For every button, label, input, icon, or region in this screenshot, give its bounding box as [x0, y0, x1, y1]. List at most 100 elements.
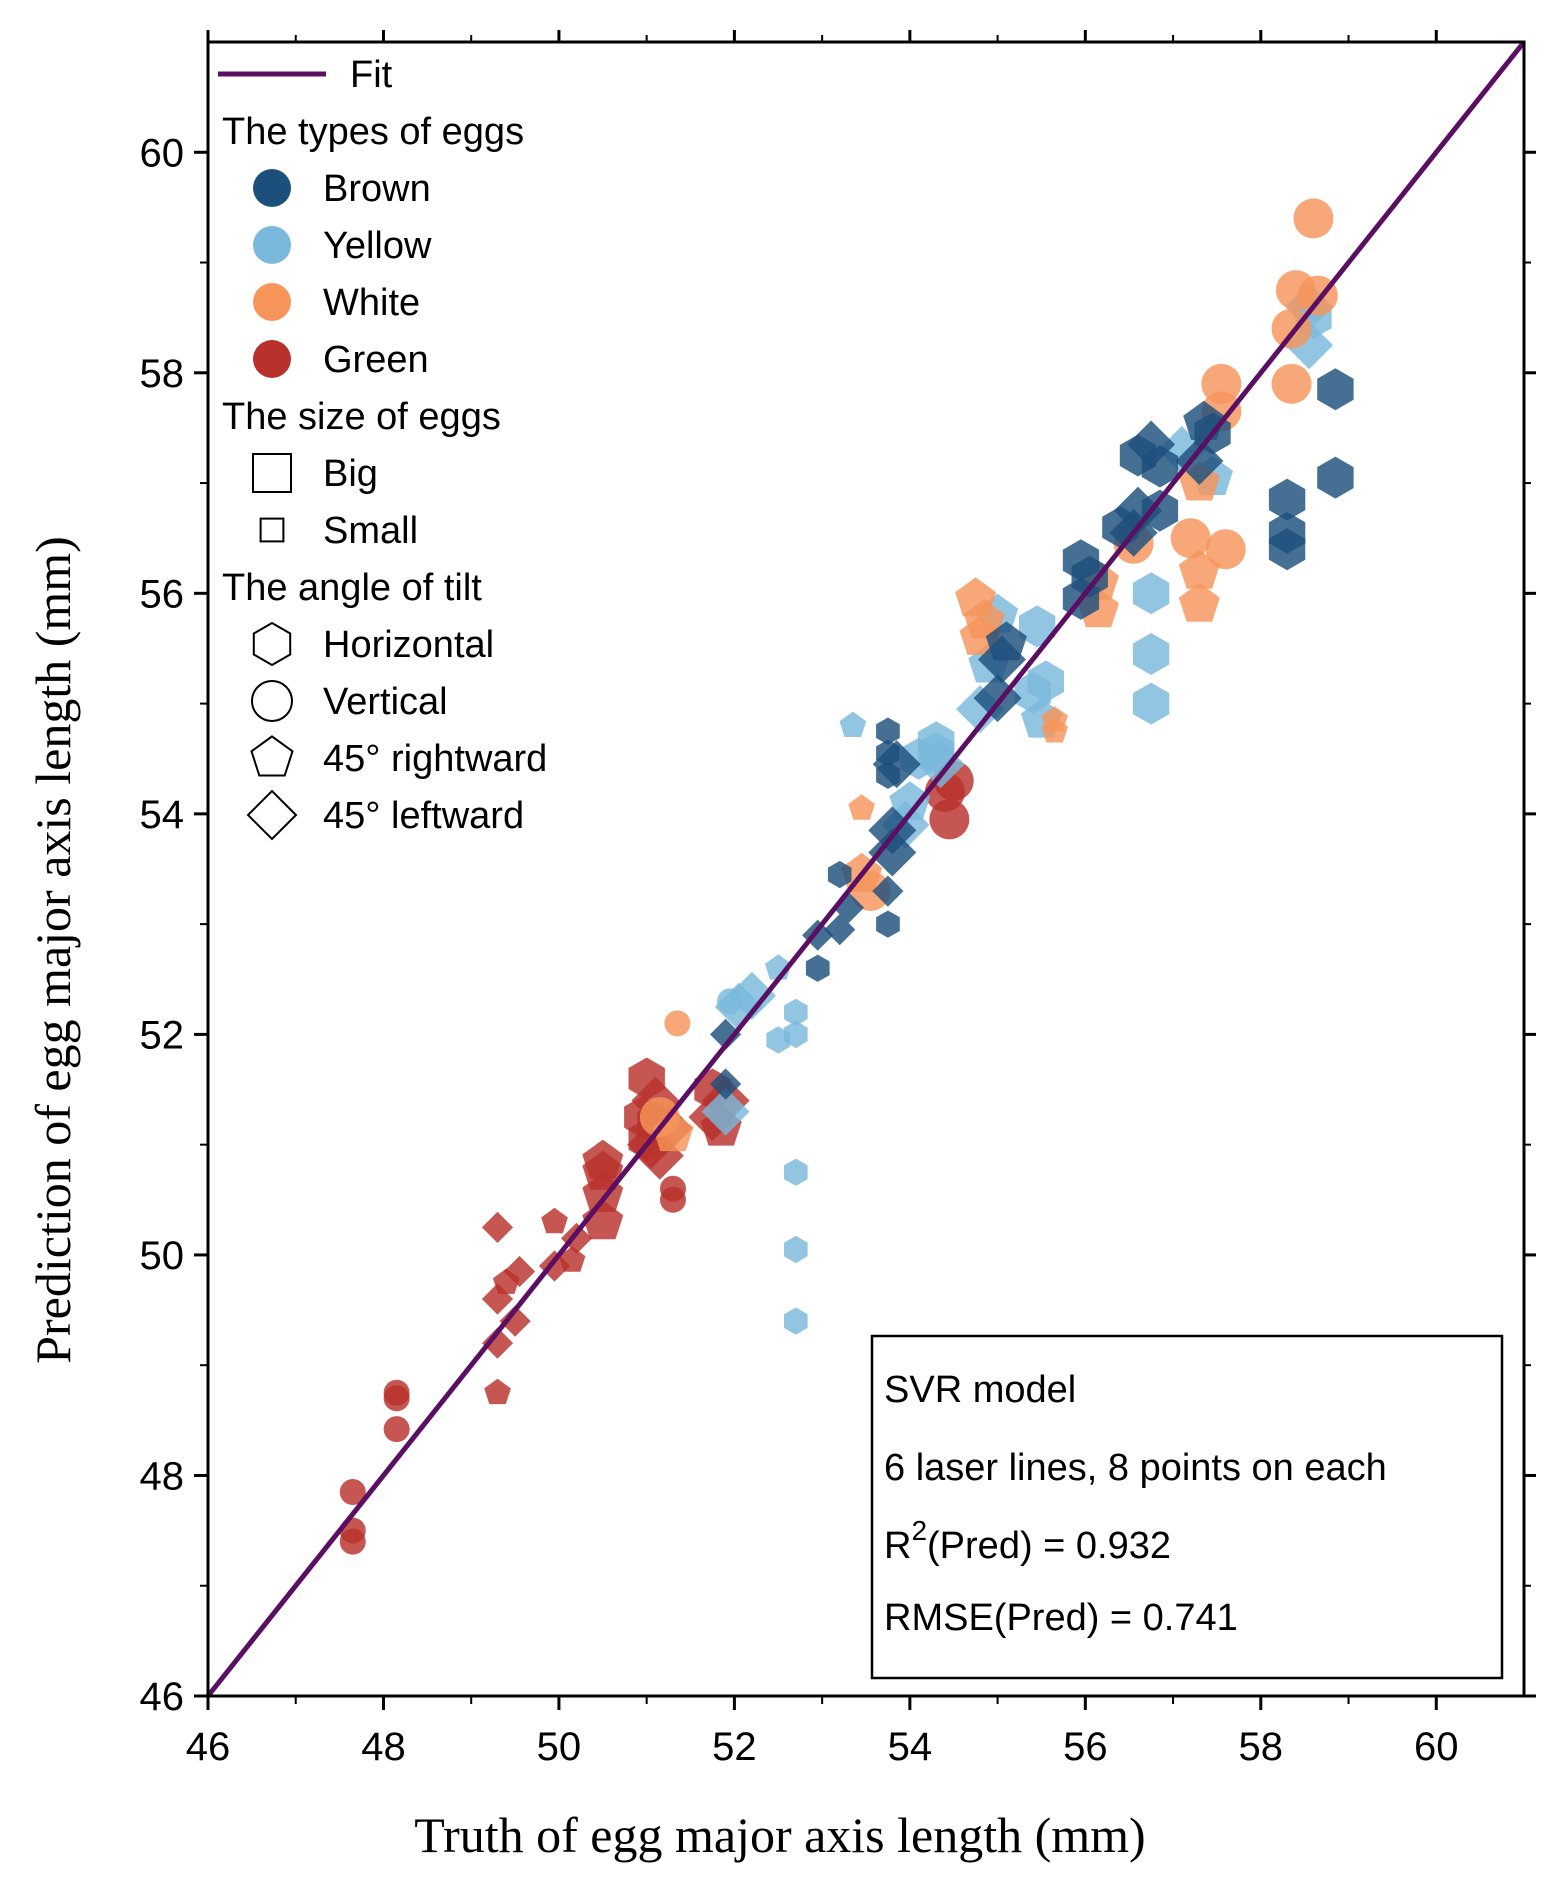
data-point-yellow-8	[784, 1158, 808, 1186]
data-point-yellow-17	[916, 740, 965, 789]
y-tick-label: 48	[140, 1454, 185, 1498]
data-point-green-11	[499, 1305, 531, 1337]
data-point-brown-5	[827, 860, 852, 889]
data-point-yellow-7	[784, 998, 808, 1026]
data-point-white-8	[963, 599, 1005, 639]
stats-rmse: RMSE(Pred) = 0.741	[884, 1597, 1238, 1639]
plot-frame	[206, 40, 1526, 1698]
data-point-yellow-11	[839, 711, 867, 737]
data-point-brown-27	[1141, 445, 1179, 488]
data-point-green-14	[541, 1207, 568, 1234]
data-point-brown-2	[805, 954, 830, 982]
x-tick-label: 58	[1239, 1725, 1284, 1769]
y-tick-label: 60	[140, 131, 185, 175]
x-tick-label: 48	[361, 1725, 406, 1769]
data-point-white-25	[1293, 198, 1334, 239]
y-tick-label: 56	[140, 572, 185, 616]
data-point-white-15	[1178, 582, 1220, 622]
y-tick-label: 46	[140, 1675, 185, 1719]
data-point-green-13	[538, 1250, 571, 1282]
legend-size-swatch-small	[259, 517, 285, 543]
data-point-brown-17	[985, 621, 1027, 661]
legend-size-swatch-big	[252, 453, 292, 493]
data-point-yellow-0	[701, 1087, 750, 1136]
data-point-yellow-10	[784, 1307, 808, 1335]
data-point-brown-0	[710, 1068, 742, 1100]
x-tick-label: 50	[537, 1725, 582, 1769]
data-point-brown-20	[1071, 555, 1108, 598]
x-tick-label: 46	[186, 1725, 231, 1769]
legend-angles-title: The angle of tilt	[222, 567, 482, 609]
data-point-yellow-13	[889, 781, 931, 821]
legend-angle-swatch-hexagon	[252, 621, 292, 667]
legend-angle-swatch-pentagon	[250, 735, 294, 777]
data-point-green-4	[383, 1385, 410, 1412]
legend-angle-swatch-circle	[251, 680, 293, 722]
data-point-brown-3	[802, 919, 834, 951]
data-point-white-10	[1041, 706, 1068, 732]
data-point-green-6	[484, 1378, 511, 1405]
x-tick-label: 56	[1063, 1725, 1108, 1769]
stats-r2-prefix: R	[884, 1525, 911, 1567]
stats-r2-suffix: (Pred) = 0.932	[927, 1525, 1171, 1567]
legend-size-label-big: Big	[323, 453, 378, 495]
legend-label-green: Green	[323, 339, 429, 381]
data-point-green-36	[929, 799, 970, 840]
y-tick-label: 52	[140, 1013, 185, 1057]
data-point-white-20	[1201, 363, 1242, 404]
data-point-yellow-3	[727, 971, 776, 1020]
stats-r2-sup: 2	[911, 1515, 927, 1546]
data-point-brown-1	[710, 1018, 742, 1050]
y-axis-title: Prediction of egg major axis length (mm)	[25, 536, 81, 1364]
legend-types-title: The types of eggs	[222, 111, 524, 153]
data-point-yellow-25	[1132, 572, 1170, 615]
legend-angle-label-diamond: 45° leftward	[323, 795, 524, 837]
data-point-green-8	[481, 1283, 514, 1315]
data-point-brown-11	[876, 717, 900, 745]
legend-label-yellow: Yellow	[323, 225, 432, 267]
x-tick-label: 52	[712, 1725, 757, 1769]
axes: 46 48 50 52 54 56 58 60 46 48 50 52 54 56 58 60	[140, 30, 1536, 1769]
legend-swatch-green	[253, 340, 291, 378]
stats-box: SVR model 6 laser lines, 8 points on each…	[870, 1334, 1504, 1680]
data-point-green-9	[481, 1211, 514, 1243]
scatter-points	[339, 198, 1354, 1555]
data-point-brown-8	[872, 875, 904, 907]
y-tick-label: 58	[140, 352, 185, 396]
data-point-green-0	[339, 1479, 366, 1506]
legend-label-brown: Brown	[323, 168, 431, 210]
legend-angle-label-circle: Vertical	[323, 681, 448, 723]
data-point-green-30	[659, 1175, 686, 1202]
legend-angle-label-hexagon: Horizontal	[323, 624, 494, 666]
data-point-yellow-22	[1018, 605, 1056, 648]
data-point-white-14	[1170, 518, 1211, 559]
data-point-green-5	[383, 1416, 410, 1443]
legend-swatch-brown	[253, 169, 291, 207]
data-point-yellow-27	[1132, 682, 1170, 725]
legend-fit-label: Fit	[350, 54, 393, 96]
stats-model: SVR model	[884, 1369, 1076, 1411]
fit-line-layer	[206, 40, 1526, 1698]
data-point-brown-32	[1268, 511, 1306, 554]
legend-swatch-white	[253, 283, 291, 321]
data-point-green-7	[481, 1327, 514, 1359]
stats-config: 6 laser lines, 8 points on each	[884, 1447, 1387, 1489]
legend-angle-label-pentagon: 45° rightward	[323, 738, 547, 780]
data-point-brown-26	[1141, 489, 1179, 532]
data-point-yellow-6	[784, 1020, 808, 1049]
data-point-brown-35	[1317, 368, 1354, 411]
y-tick-label: 54	[140, 793, 185, 837]
legend-label-white: White	[323, 282, 420, 324]
legend-angle-swatch-diamond	[246, 789, 298, 841]
data-point-white-5	[850, 871, 891, 912]
data-point-white-21	[1271, 363, 1312, 404]
data-point-white-3	[848, 794, 875, 820]
data-point-brown-14	[872, 740, 921, 789]
data-point-green-20	[582, 1139, 624, 1179]
legend-sizes-title: The size of eggs	[222, 396, 501, 438]
data-point-yellow-24	[1027, 660, 1064, 703]
y-tick-label: 50	[140, 1234, 185, 1278]
x-tick-label: 60	[1414, 1725, 1459, 1769]
legend: Fit The types of eggs Brown Yellow White Gree…	[218, 54, 547, 841]
